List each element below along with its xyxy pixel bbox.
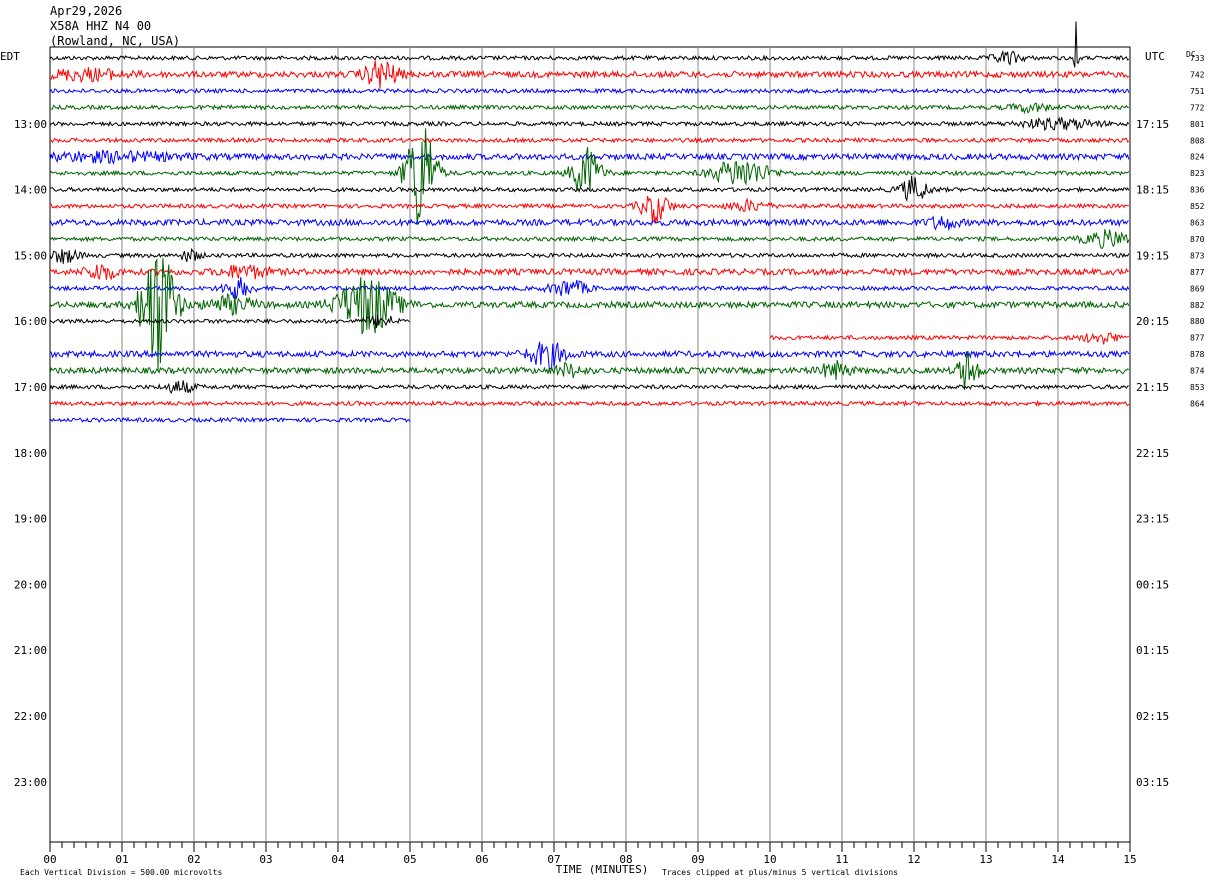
x-tick-label: 15 bbox=[1123, 853, 1136, 866]
edt-axis-title: EDT bbox=[0, 50, 20, 63]
seismic-trace bbox=[49, 136, 1130, 144]
dc-offset-label: 873 bbox=[1190, 251, 1205, 260]
seismic-trace bbox=[49, 351, 1130, 391]
edt-hour-label: 20:00 bbox=[14, 578, 47, 591]
utc-hour-label: 17:15 bbox=[1136, 118, 1169, 131]
dc-offset-label: 882 bbox=[1190, 301, 1205, 310]
dc-offset-label: 877 bbox=[1190, 334, 1205, 343]
x-axis-title: TIME (MINUTES) bbox=[556, 863, 649, 876]
dc-offset-label: 853 bbox=[1190, 383, 1205, 392]
seismic-trace bbox=[49, 195, 1130, 224]
x-tick-label: 05 bbox=[403, 853, 416, 866]
dc-offset-label: 852 bbox=[1190, 202, 1205, 211]
x-tick-label: 14 bbox=[1051, 853, 1065, 866]
dc-offset-label: 863 bbox=[1190, 219, 1205, 228]
x-tick-label: 08 bbox=[619, 853, 632, 866]
edt-hour-label: 15:00 bbox=[14, 249, 47, 262]
dc-offset-label: 742 bbox=[1190, 70, 1205, 79]
plot-frame bbox=[49, 46, 1131, 843]
station-label: X58A HHZ N4 00 bbox=[50, 19, 152, 33]
x-tick-label: 13 bbox=[979, 853, 992, 866]
seismic-trace bbox=[49, 380, 1129, 395]
utc-hour-label: 23:15 bbox=[1136, 513, 1169, 526]
seismic-trace bbox=[49, 247, 1130, 264]
utc-axis-title: UTC bbox=[1145, 50, 1165, 63]
seismic-trace bbox=[49, 21, 1130, 68]
dc-offset-label: 836 bbox=[1190, 186, 1205, 195]
dc-offset-label: 874 bbox=[1190, 367, 1205, 376]
seismic-trace bbox=[49, 87, 1130, 95]
location-label: (Rowland, NC, USA) bbox=[50, 34, 181, 48]
date-label: Apr29,2026 bbox=[50, 4, 123, 18]
seismic-trace bbox=[49, 175, 1130, 203]
dc-offset-label: 733 bbox=[1190, 54, 1205, 63]
dc-offset-label: 864 bbox=[1190, 399, 1205, 408]
utc-hour-label: 19:15 bbox=[1136, 249, 1169, 262]
x-tick-label: 12 bbox=[907, 853, 920, 866]
x-tick-label: 02 bbox=[187, 853, 200, 866]
edt-hour-label: 14:00 bbox=[14, 184, 47, 197]
dc-offset-label: 877 bbox=[1190, 268, 1205, 277]
dc-offset-label: 801 bbox=[1190, 120, 1205, 129]
utc-hour-label: 03:15 bbox=[1136, 776, 1169, 789]
utc-hour-label: 20:15 bbox=[1136, 315, 1169, 328]
dc-offset-label: 808 bbox=[1190, 136, 1205, 145]
edt-hour-label: 19:00 bbox=[14, 513, 47, 526]
seismic-trace bbox=[49, 277, 1130, 300]
utc-hour-label: 22:15 bbox=[1136, 447, 1169, 460]
x-tick-label: 03 bbox=[259, 853, 272, 866]
dc-offset-label: 824 bbox=[1190, 153, 1205, 162]
utc-hour-label: 18:15 bbox=[1136, 184, 1169, 197]
x-tick-label: 00 bbox=[43, 853, 56, 866]
dc-offset-label: 878 bbox=[1190, 350, 1205, 359]
seismic-trace bbox=[49, 149, 1130, 165]
seismic-trace bbox=[49, 257, 1130, 372]
edt-hour-label: 21:00 bbox=[14, 644, 47, 657]
dc-label: DC bbox=[1186, 50, 1196, 59]
dc-offset-label: 870 bbox=[1190, 235, 1205, 244]
edt-hour-label: 17:00 bbox=[14, 381, 47, 394]
seismic-trace bbox=[49, 60, 1130, 89]
dc-offset-label: 772 bbox=[1190, 103, 1205, 112]
utc-hour-label: 01:15 bbox=[1136, 644, 1169, 657]
edt-hour-label: 13:00 bbox=[14, 118, 47, 131]
utc-hour-label: 21:15 bbox=[1136, 381, 1169, 394]
seismic-trace bbox=[49, 128, 1130, 226]
seismic-trace bbox=[49, 416, 411, 424]
edt-hour-label: 23:00 bbox=[14, 776, 47, 789]
seismic-trace bbox=[49, 116, 1130, 132]
dc-offset-label: 880 bbox=[1190, 317, 1205, 326]
seismic-trace bbox=[49, 341, 1130, 370]
clip-note: Traces clipped at plus/minus 5 vertical … bbox=[662, 868, 898, 877]
x-tick-label: 10 bbox=[763, 853, 776, 866]
x-tick-label: 01 bbox=[115, 853, 128, 866]
x-tick-label: 07 bbox=[547, 853, 560, 866]
x-tick-label: 09 bbox=[691, 853, 704, 866]
x-tick-label: 11 bbox=[835, 853, 848, 866]
dc-offset-label: 823 bbox=[1190, 169, 1205, 178]
seismic-trace bbox=[769, 332, 1130, 345]
seismic-trace bbox=[49, 399, 1130, 407]
dc-offset-label: 751 bbox=[1190, 87, 1205, 96]
utc-hour-label: 02:15 bbox=[1136, 710, 1169, 723]
utc-hour-label: 00:15 bbox=[1136, 578, 1169, 591]
seismic-trace bbox=[49, 264, 1130, 281]
dc-offset-label: 869 bbox=[1190, 284, 1205, 293]
seismic-trace bbox=[49, 314, 411, 329]
seismic-trace bbox=[49, 229, 1130, 249]
x-tick-label: 04 bbox=[331, 853, 345, 866]
seismic-trace bbox=[49, 102, 1129, 115]
x-tick-label: 06 bbox=[475, 853, 488, 866]
edt-hour-label: 22:00 bbox=[14, 710, 47, 723]
seismic-trace bbox=[49, 215, 1129, 231]
edt-hour-label: 18:00 bbox=[14, 447, 47, 460]
scale-note: Each Vertical Division = 500.00 microvol… bbox=[20, 868, 222, 877]
edt-hour-label: 16:00 bbox=[14, 315, 47, 328]
